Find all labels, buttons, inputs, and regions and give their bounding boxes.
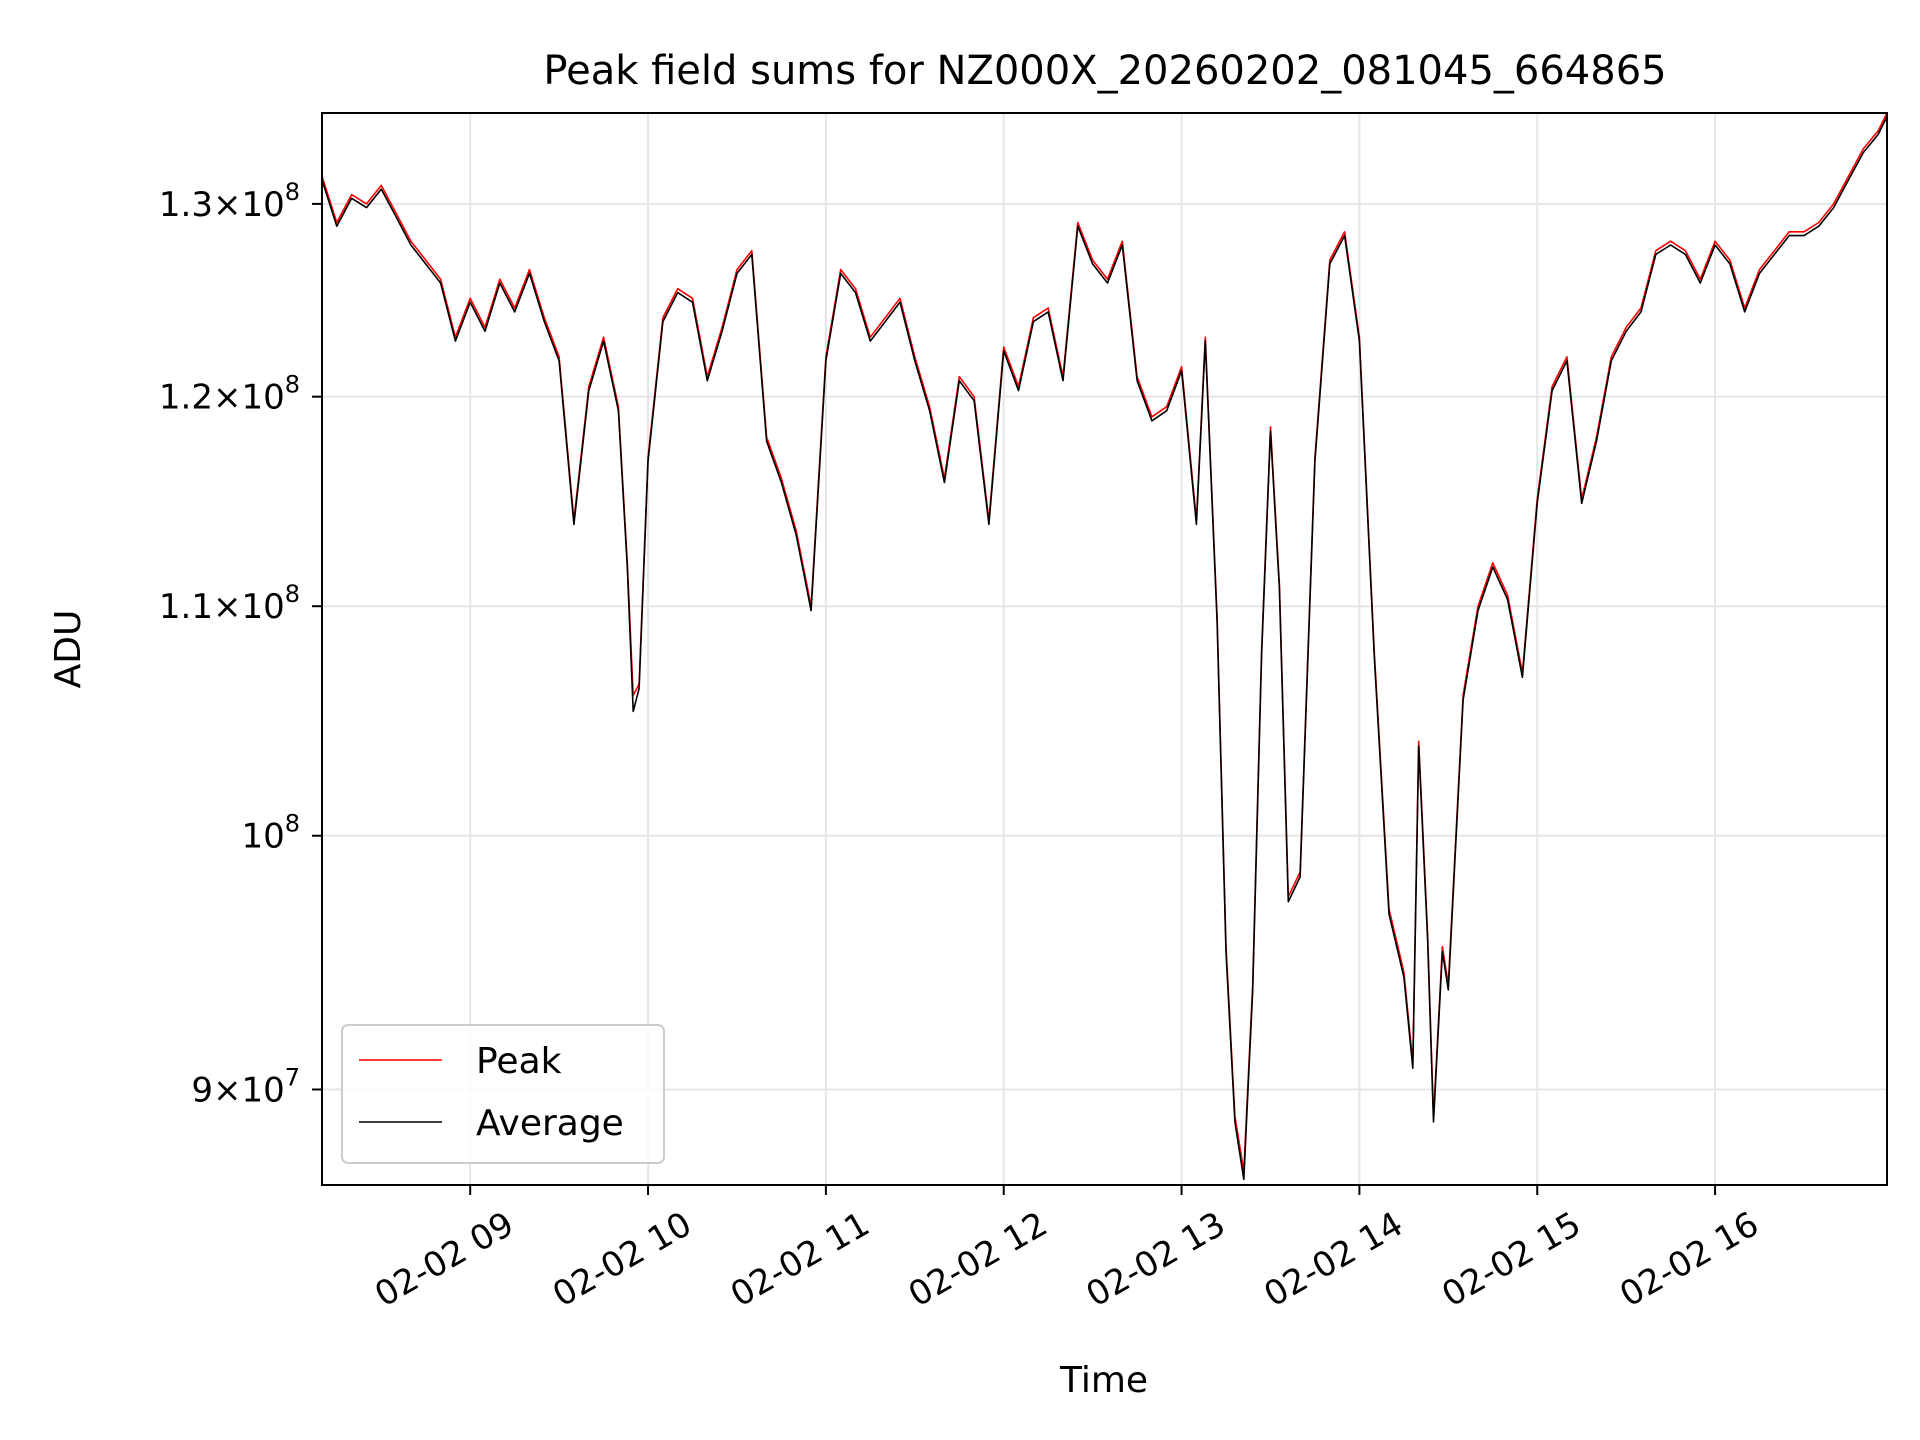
y-tick-label: 1.1×108 — [159, 580, 300, 627]
legend-label-peak: Peak — [476, 1041, 562, 1082]
x-axis-label: Time — [1059, 1360, 1148, 1401]
y-axis-label: ADU — [48, 610, 89, 689]
y-tick-label: 1.3×108 — [159, 178, 300, 225]
gridlines — [322, 113, 1887, 1185]
y-axis-ticks: 9×107 108 1.1×108 1.2×108 1.3×108 — [159, 178, 322, 1110]
chart-title: Peak field sums for NZ000X_20260202_0810… — [543, 48, 1666, 94]
series-layer — [321, 112, 1888, 1181]
series-line-average — [321, 116, 1888, 1181]
legend-label-average: Average — [476, 1103, 624, 1144]
y-tick-label: 1.2×108 — [159, 371, 300, 418]
legend: Peak Average — [341, 1024, 665, 1164]
plot-frame — [321, 112, 1888, 1186]
y-tick-label: 108 — [241, 810, 300, 857]
y-tick-label: 9×107 — [191, 1063, 300, 1110]
